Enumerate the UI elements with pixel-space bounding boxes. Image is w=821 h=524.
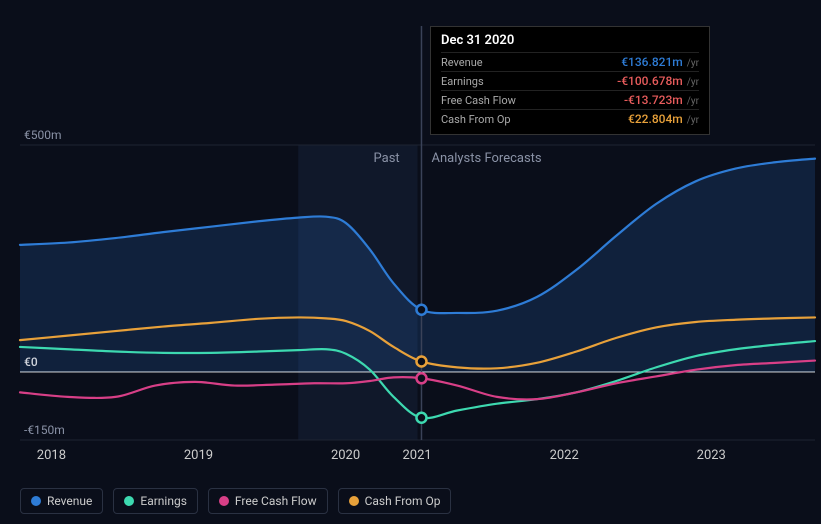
tooltip-row-revenue: Revenue €136.821m/yr	[441, 52, 699, 71]
legend-label: Revenue	[47, 494, 92, 508]
tooltip-value: -€13.723m	[624, 93, 683, 107]
forecast-label: Analysts Forecasts	[432, 151, 542, 166]
x-tick-2023: 2023	[697, 448, 726, 463]
legend-item-earnings[interactable]: Earnings	[113, 488, 198, 514]
past-label: Past	[374, 151, 400, 166]
tooltip-suffix: /yr	[687, 96, 699, 107]
x-tick-2019: 2019	[184, 448, 213, 463]
legend-label: Earnings	[140, 494, 187, 508]
tooltip-value: €136.821m	[621, 55, 683, 69]
tooltip-suffix: /yr	[687, 115, 699, 126]
tooltip-value: €22.804m	[628, 112, 683, 126]
legend-swatch	[31, 496, 41, 506]
tooltip-label: Revenue	[441, 56, 483, 69]
tooltip-date: Dec 31 2020	[441, 33, 699, 52]
legend-swatch	[124, 496, 134, 506]
y-tick-500: €500m	[24, 128, 62, 142]
legend-label: Cash From Op	[365, 494, 441, 508]
legend-swatch	[349, 496, 359, 506]
y-tick-neg150: -€150m	[24, 423, 65, 437]
legend: Revenue Earnings Free Cash Flow Cash From O…	[20, 488, 451, 514]
legend-item-fcf[interactable]: Free Cash Flow	[208, 488, 328, 514]
tooltip-row-earnings: Earnings -€100.678m/yr	[441, 71, 699, 90]
tooltip-label: Earnings	[441, 75, 484, 88]
y-tick-0: €0	[24, 355, 38, 369]
legend-item-cfo[interactable]: Cash From Op	[338, 488, 452, 514]
tooltip: Dec 31 2020 Revenue €136.821m/yr Earnings -…	[430, 26, 710, 135]
legend-label: Free Cash Flow	[235, 494, 317, 508]
legend-item-revenue[interactable]: Revenue	[20, 488, 103, 514]
tooltip-label: Free Cash Flow	[441, 94, 516, 107]
tooltip-value: -€100.678m	[617, 74, 683, 88]
x-tick-2018: 2018	[37, 448, 66, 463]
chart-container: €500m €0 -€150m 2018 2019 2020 2021 2022 2023…	[0, 0, 821, 524]
tooltip-row-cash-from-op: Cash From Op €22.804m/yr	[441, 109, 699, 128]
x-tick-2021: 2021	[403, 448, 432, 463]
legend-swatch	[219, 496, 229, 506]
tooltip-suffix: /yr	[687, 77, 699, 88]
tooltip-suffix: /yr	[687, 58, 699, 69]
tooltip-row-free-cash-flow: Free Cash Flow -€13.723m/yr	[441, 90, 699, 109]
x-tick-2022: 2022	[550, 448, 579, 463]
tooltip-label: Cash From Op	[441, 113, 511, 126]
x-tick-2020: 2020	[331, 448, 360, 463]
